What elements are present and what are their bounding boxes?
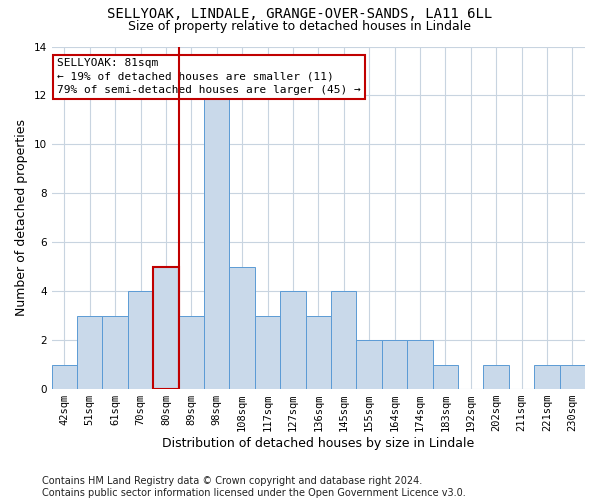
Bar [229, 266, 255, 389]
Bar [356, 340, 382, 389]
Bar [52, 364, 77, 389]
Bar [433, 364, 458, 389]
Bar [305, 316, 331, 389]
Bar [255, 316, 280, 389]
Bar [407, 340, 433, 389]
Bar [560, 364, 585, 389]
Y-axis label: Number of detached properties: Number of detached properties [15, 120, 28, 316]
Bar [331, 291, 356, 389]
Bar [179, 316, 204, 389]
Bar [280, 291, 305, 389]
Bar [382, 340, 407, 389]
Text: Contains HM Land Registry data © Crown copyright and database right 2024.
Contai: Contains HM Land Registry data © Crown c… [42, 476, 466, 498]
Text: SELLYOAK: 81sqm
← 19% of detached houses are smaller (11)
79% of semi-detached h: SELLYOAK: 81sqm ← 19% of detached houses… [57, 58, 361, 95]
Bar [103, 316, 128, 389]
X-axis label: Distribution of detached houses by size in Lindale: Distribution of detached houses by size … [162, 437, 475, 450]
Bar [153, 266, 179, 389]
Bar [204, 96, 229, 389]
Bar [534, 364, 560, 389]
Bar [77, 316, 103, 389]
Text: SELLYOAK, LINDALE, GRANGE-OVER-SANDS, LA11 6LL: SELLYOAK, LINDALE, GRANGE-OVER-SANDS, LA… [107, 8, 493, 22]
Bar [484, 364, 509, 389]
Text: Size of property relative to detached houses in Lindale: Size of property relative to detached ho… [128, 20, 472, 33]
Bar [128, 291, 153, 389]
